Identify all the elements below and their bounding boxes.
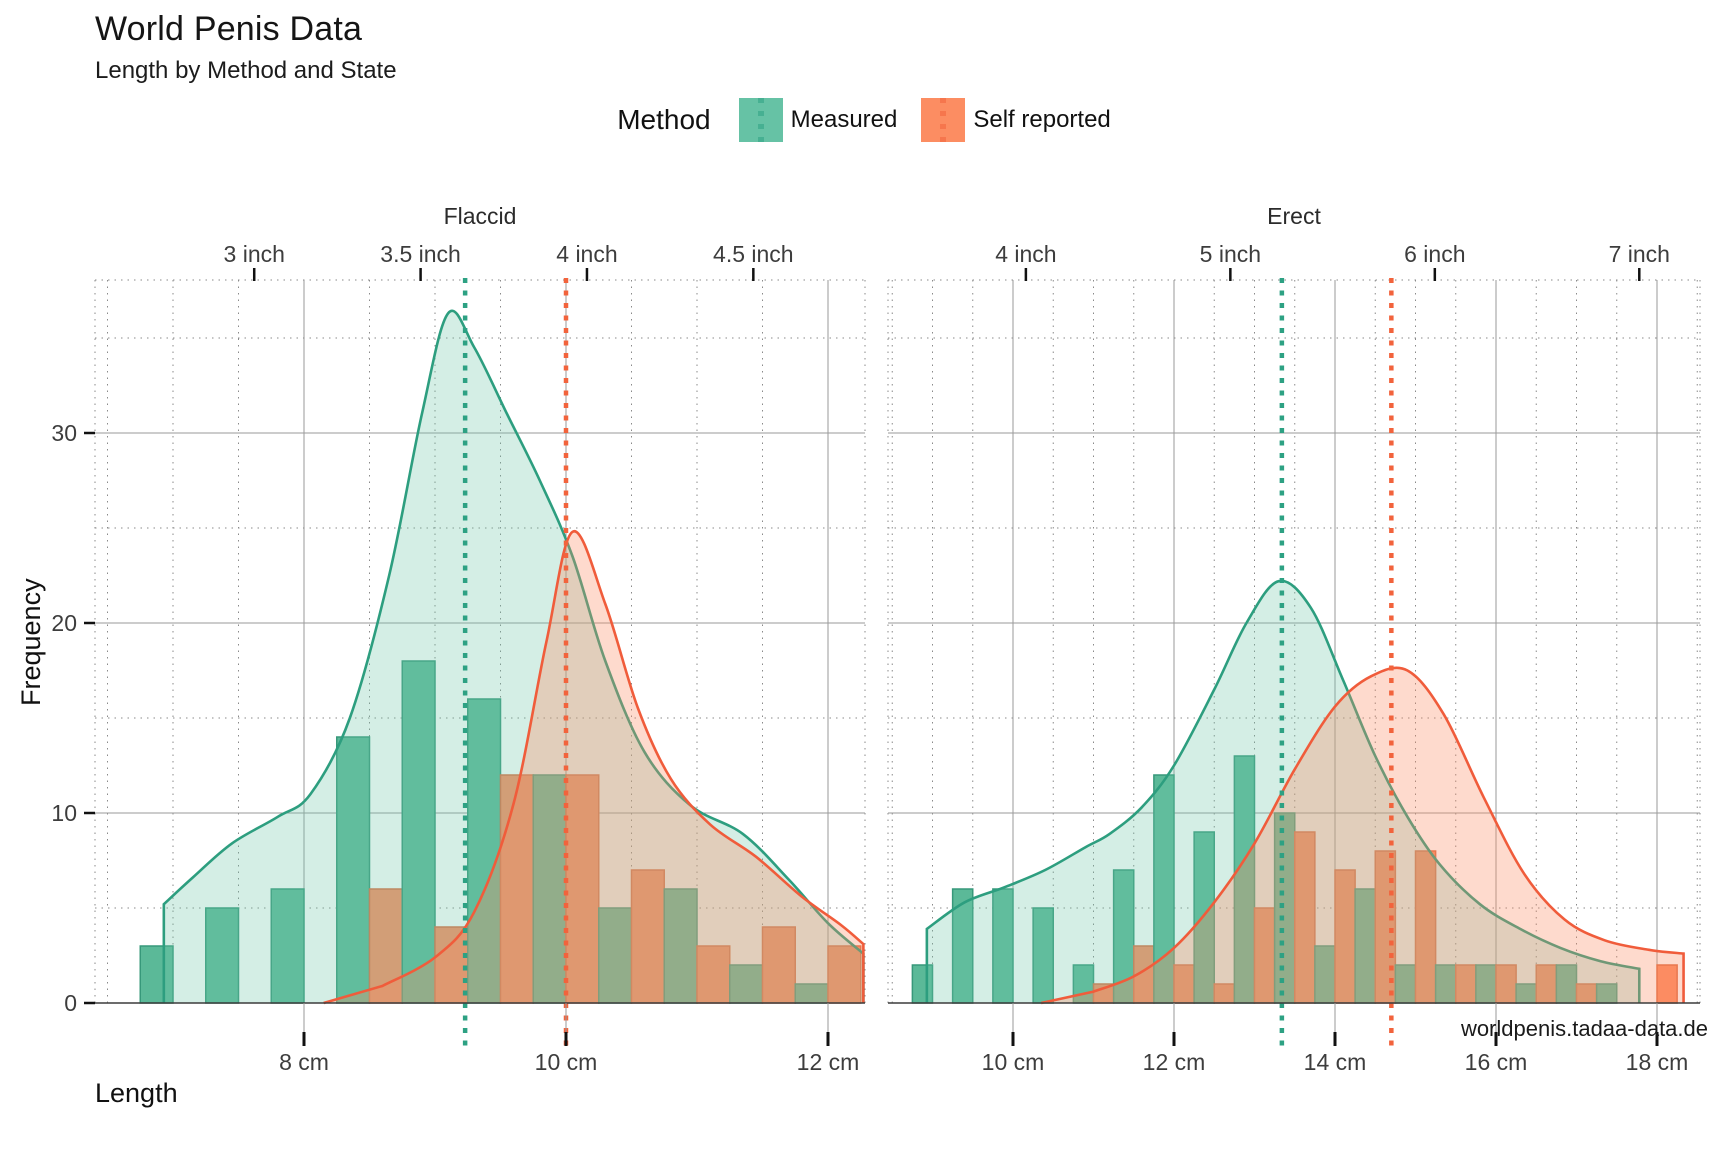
y-axis-label: 10 <box>51 800 77 826</box>
y-axis-title: Frequency <box>16 578 46 706</box>
facet-strip-label: Erect <box>1267 203 1321 229</box>
bottom-axis-label: 18 cm <box>1626 1049 1689 1075</box>
source-footer: worldpenis.tadaa-data.de <box>1460 1016 1708 1041</box>
bottom-axis-label: 12 cm <box>1143 1049 1206 1075</box>
chart-title: World Penis Data <box>95 10 363 48</box>
top-axis-label: 5 inch <box>1200 241 1261 267</box>
legend: Method Measured Self reported <box>0 98 1728 142</box>
density-curve-self_reported <box>323 530 865 1005</box>
facet-flaccid: Flaccid 3 inch 3.5 inch 4 inch 4.5 inch 8 cm 1… <box>94 203 866 1075</box>
bar-measured <box>532 774 567 1004</box>
top-axis-label: 3 inch <box>224 241 285 267</box>
top-axis-label: 4 inch <box>556 241 617 267</box>
legend-label-self-reported: Self reported <box>973 106 1111 133</box>
self-reported-swatch-icon <box>921 98 966 142</box>
bar-self-reported <box>827 945 862 1004</box>
bottom-axis-label: 8 cm <box>279 1049 329 1075</box>
legend-item-self-reported: Self reported <box>921 98 1111 142</box>
bar-self-reported <box>761 926 796 1004</box>
top-axis-label: 4.5 inch <box>713 241 794 267</box>
density-curve-measured <box>925 579 1641 1003</box>
top-axis-label: 7 inch <box>1609 241 1670 267</box>
legend-item-measured: Measured <box>738 98 898 142</box>
y-axis-label: 30 <box>51 420 77 446</box>
bar-measured <box>663 888 698 1004</box>
bottom-axis-label: 14 cm <box>1304 1049 1367 1075</box>
bar-self-reported <box>696 945 731 1004</box>
measured-swatch-icon <box>738 98 783 142</box>
bar-measured <box>598 907 633 1004</box>
bar-measured <box>336 736 371 1004</box>
y-axis-label: 20 <box>51 610 77 636</box>
legend-title: Method <box>617 104 711 135</box>
density-curve-measured <box>162 309 865 1003</box>
bottom-axis-label: 16 cm <box>1465 1049 1528 1075</box>
top-axis-label: 3.5 inch <box>380 241 461 267</box>
bar-measured <box>401 660 436 1004</box>
top-axis-label: 6 inch <box>1404 241 1465 267</box>
chart-subtitle: Length by Method and State <box>95 57 397 84</box>
legend-label-measured: Measured <box>790 106 898 133</box>
histogram-bars <box>139 660 862 1004</box>
top-axis-label: 4 inch <box>995 241 1056 267</box>
title-block: World Penis Data Length by Method and St… <box>95 10 397 85</box>
facet-erect: Erect 4 inch 5 inch 6 inch 7 inch 10 cm 12 cm 1… <box>887 203 1701 1075</box>
y-axis: 0 10 20 30 <box>51 420 95 1016</box>
bar-measured <box>467 698 502 1004</box>
bottom-axis-label: 10 cm <box>982 1049 1045 1075</box>
facet-strip-label: Flaccid <box>444 203 517 229</box>
x-axis-title: Length <box>95 1078 178 1108</box>
y-axis-label: 0 <box>64 990 77 1016</box>
density-area-measured <box>163 310 864 1004</box>
density-area-self_reported <box>323 531 864 1003</box>
histogram-bars <box>911 755 1678 1004</box>
bottom-axis-label: 10 cm <box>535 1049 598 1075</box>
bar-measured <box>205 907 240 1004</box>
bottom-axis-label: 12 cm <box>797 1049 860 1075</box>
